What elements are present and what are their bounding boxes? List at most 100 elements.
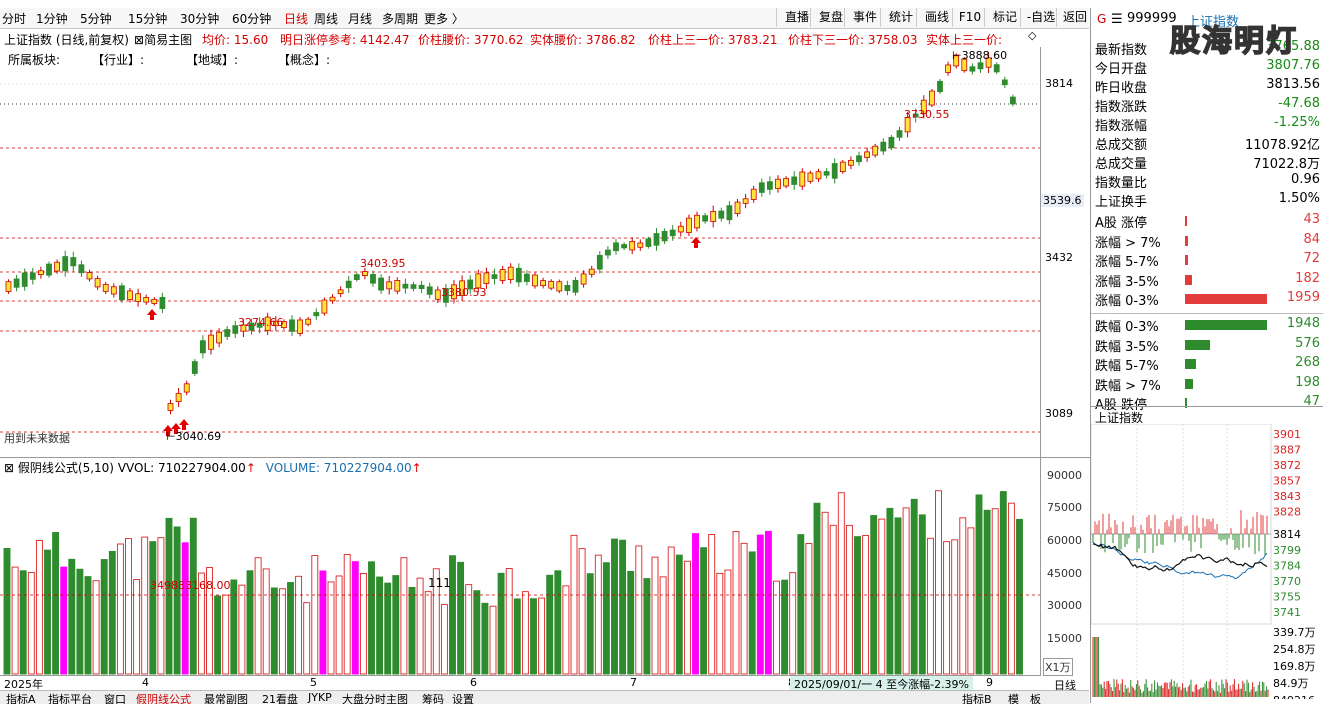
date-tick: 7: [630, 676, 637, 689]
volume-bar: [716, 572, 724, 675]
breadth-bar: [1185, 378, 1194, 389]
volume-bar: [991, 508, 999, 675]
period-tab-60min[interactable]: 60分钟: [232, 12, 272, 26]
buy-signal-arrow-icon: [163, 425, 173, 436]
period-tab-5min[interactable]: 5分钟: [80, 12, 112, 26]
decline-row: 跌幅 3-5% 576: [1095, 335, 1320, 355]
period-tab-daily[interactable]: 日线: [284, 12, 309, 26]
advance-row: 涨幅 3-5% 182: [1095, 270, 1320, 290]
candlestick: [605, 249, 611, 256]
breadth-label: 涨幅 > 7%: [1095, 235, 1161, 251]
intraday-mini-chart[interactable]: 3901 3887 3872 3857 3843 3828 3814 3799 3784 3770…: [1091, 424, 1323, 699]
volume-bar: [837, 492, 845, 675]
period-tab-monthly[interactable]: 月线: [348, 12, 373, 26]
period-tab-1min[interactable]: 1分钟: [36, 12, 68, 26]
stats-button[interactable]: 统计: [880, 8, 921, 27]
volume-bar: [675, 554, 683, 675]
index-name: 上证指数: [1187, 15, 1240, 30]
period-tab-multi[interactable]: 多周期: [382, 12, 419, 26]
tab-settings[interactable]: 设置: [452, 693, 474, 704]
tab-window[interactable]: 窗口: [104, 693, 126, 704]
tab-mode[interactable]: 模: [1008, 693, 1019, 704]
menu-icon[interactable]: ☰: [1111, 12, 1123, 27]
tab-indicator-b[interactable]: 指标B: [962, 693, 992, 704]
volume-bar: [554, 570, 562, 675]
live-button[interactable]: 直播: [776, 8, 817, 27]
date-tick: 9: [986, 676, 993, 689]
sector-region[interactable]: 【地域】:: [186, 53, 239, 67]
f10-button[interactable]: F10: [952, 8, 987, 27]
volume-bar: [368, 561, 375, 675]
buy-signal-arrow-icon: [147, 309, 157, 320]
annotation-3730: 3730.55: [904, 108, 950, 121]
volume-bar: [578, 548, 586, 675]
volume-bar: [392, 575, 400, 675]
candlestick: [119, 285, 125, 301]
candlestick: [94, 278, 101, 288]
tab-common-subchart[interactable]: 最常副图: [204, 693, 248, 704]
bottom-tab-bar: 指标A 指标平台 窗口 假阴线公式 最常副图 21看盘 JYKP 大盘分时主图 …: [0, 690, 1089, 704]
breadth-label: A股 涨停: [1095, 216, 1148, 231]
expand-icon[interactable]: ⊠: [4, 461, 15, 475]
stat-label: 指数涨跌: [1095, 100, 1148, 115]
add-watchlist-button[interactable]: -自选: [1020, 8, 1061, 27]
tab-chips[interactable]: 筹码: [422, 693, 444, 704]
volume-bar: [764, 530, 772, 675]
review-button[interactable]: 复盘: [810, 8, 851, 27]
candlestick: [426, 286, 433, 295]
period-tab-intraday[interactable]: 分时: [2, 12, 27, 26]
volume-bar: [805, 543, 813, 675]
draw-line-button[interactable]: 画线: [916, 8, 957, 27]
g-icon[interactable]: G: [1097, 12, 1107, 26]
candlestick: [256, 322, 263, 328]
mark-button[interactable]: 标记: [984, 8, 1025, 27]
candlestick: [823, 171, 830, 176]
stat-label: 最新指数: [1095, 43, 1148, 58]
tab-indicator-a[interactable]: 指标A: [6, 693, 36, 704]
stat-value: 0.96: [1291, 172, 1320, 187]
volume-header: ⊠ 假阴线公式(5,10) VVOL: 710227904.00↑ VOLUME…: [4, 459, 422, 476]
volume-bar: [197, 572, 205, 675]
candlestick: [564, 284, 571, 291]
sector-concept[interactable]: 【概念】:: [278, 53, 331, 67]
candlestick: [378, 277, 385, 291]
diamond-icon[interactable]: ◇: [1028, 29, 1037, 42]
candlestick: [815, 171, 822, 180]
candlestick: [151, 298, 158, 304]
price-cursor-tick: 3539.6: [1041, 194, 1084, 207]
volume-bar: [125, 538, 132, 675]
candlestick: [451, 284, 457, 300]
candlestick: [329, 296, 336, 302]
tab-board[interactable]: 板: [1030, 693, 1041, 704]
tab-false-yin-formula[interactable]: 假阴线公式: [136, 693, 191, 704]
volume-chart[interactable]: [0, 457, 1040, 676]
tab-21-watch[interactable]: 21看盘: [262, 693, 298, 704]
tab-jykp[interactable]: JYKP: [308, 691, 332, 704]
volume-bar: [400, 557, 408, 675]
events-button[interactable]: 事件: [844, 8, 885, 27]
candlestick: [54, 261, 60, 272]
period-tab-more[interactable]: 更多 〉: [424, 12, 464, 26]
simple-mode-toggle[interactable]: ⊠简易主图: [134, 33, 193, 47]
volume-bar: [68, 558, 76, 675]
volume-bar: [141, 536, 149, 675]
candlestick: [548, 280, 555, 289]
period-tab-15min[interactable]: 15分钟: [128, 12, 168, 26]
tab-indicator-platform[interactable]: 指标平台: [48, 693, 92, 704]
mini-volume-tick: 169.8万: [1273, 660, 1316, 673]
period-tab-weekly[interactable]: 周线: [314, 12, 339, 26]
back-button[interactable]: 返回: [1056, 8, 1093, 27]
period-tab-30min[interactable]: 30分钟: [180, 12, 220, 26]
decline-row: 跌幅 > 7% 198: [1095, 374, 1320, 394]
volume-bar: [611, 538, 618, 675]
annotation-3380: 3380.53: [441, 286, 487, 299]
volume-bar: [449, 555, 456, 675]
candlestick: [159, 296, 166, 309]
candlestick: [524, 273, 530, 282]
tab-intraday-main[interactable]: 大盘分时主图: [342, 693, 408, 704]
volume-bar: [254, 557, 262, 675]
sector-industry[interactable]: 【行业】:: [92, 53, 145, 67]
volume-bar: [108, 550, 116, 675]
candlestick-chart[interactable]: [0, 47, 1040, 457]
candlestick: [135, 293, 142, 302]
